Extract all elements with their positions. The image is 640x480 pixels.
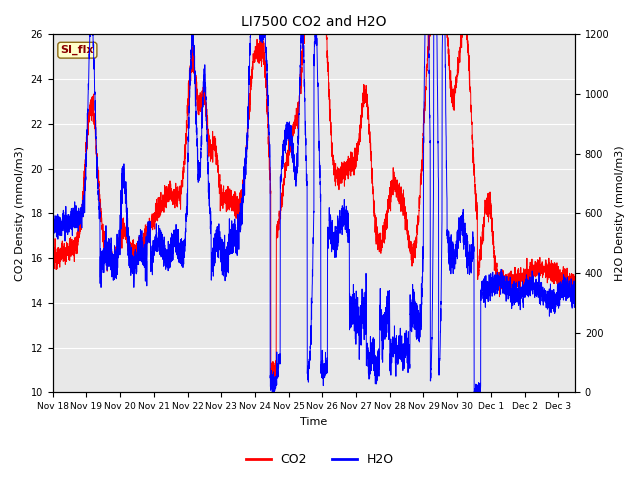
- Title: LI7500 CO2 and H2O: LI7500 CO2 and H2O: [241, 15, 387, 29]
- X-axis label: Time: Time: [300, 417, 328, 427]
- Y-axis label: CO2 Density (mmol/m3): CO2 Density (mmol/m3): [15, 146, 25, 281]
- Text: SI_flx: SI_flx: [61, 45, 94, 55]
- Y-axis label: H2O Density (mmol/m3): H2O Density (mmol/m3): [615, 145, 625, 281]
- Legend: CO2, H2O: CO2, H2O: [241, 448, 399, 471]
